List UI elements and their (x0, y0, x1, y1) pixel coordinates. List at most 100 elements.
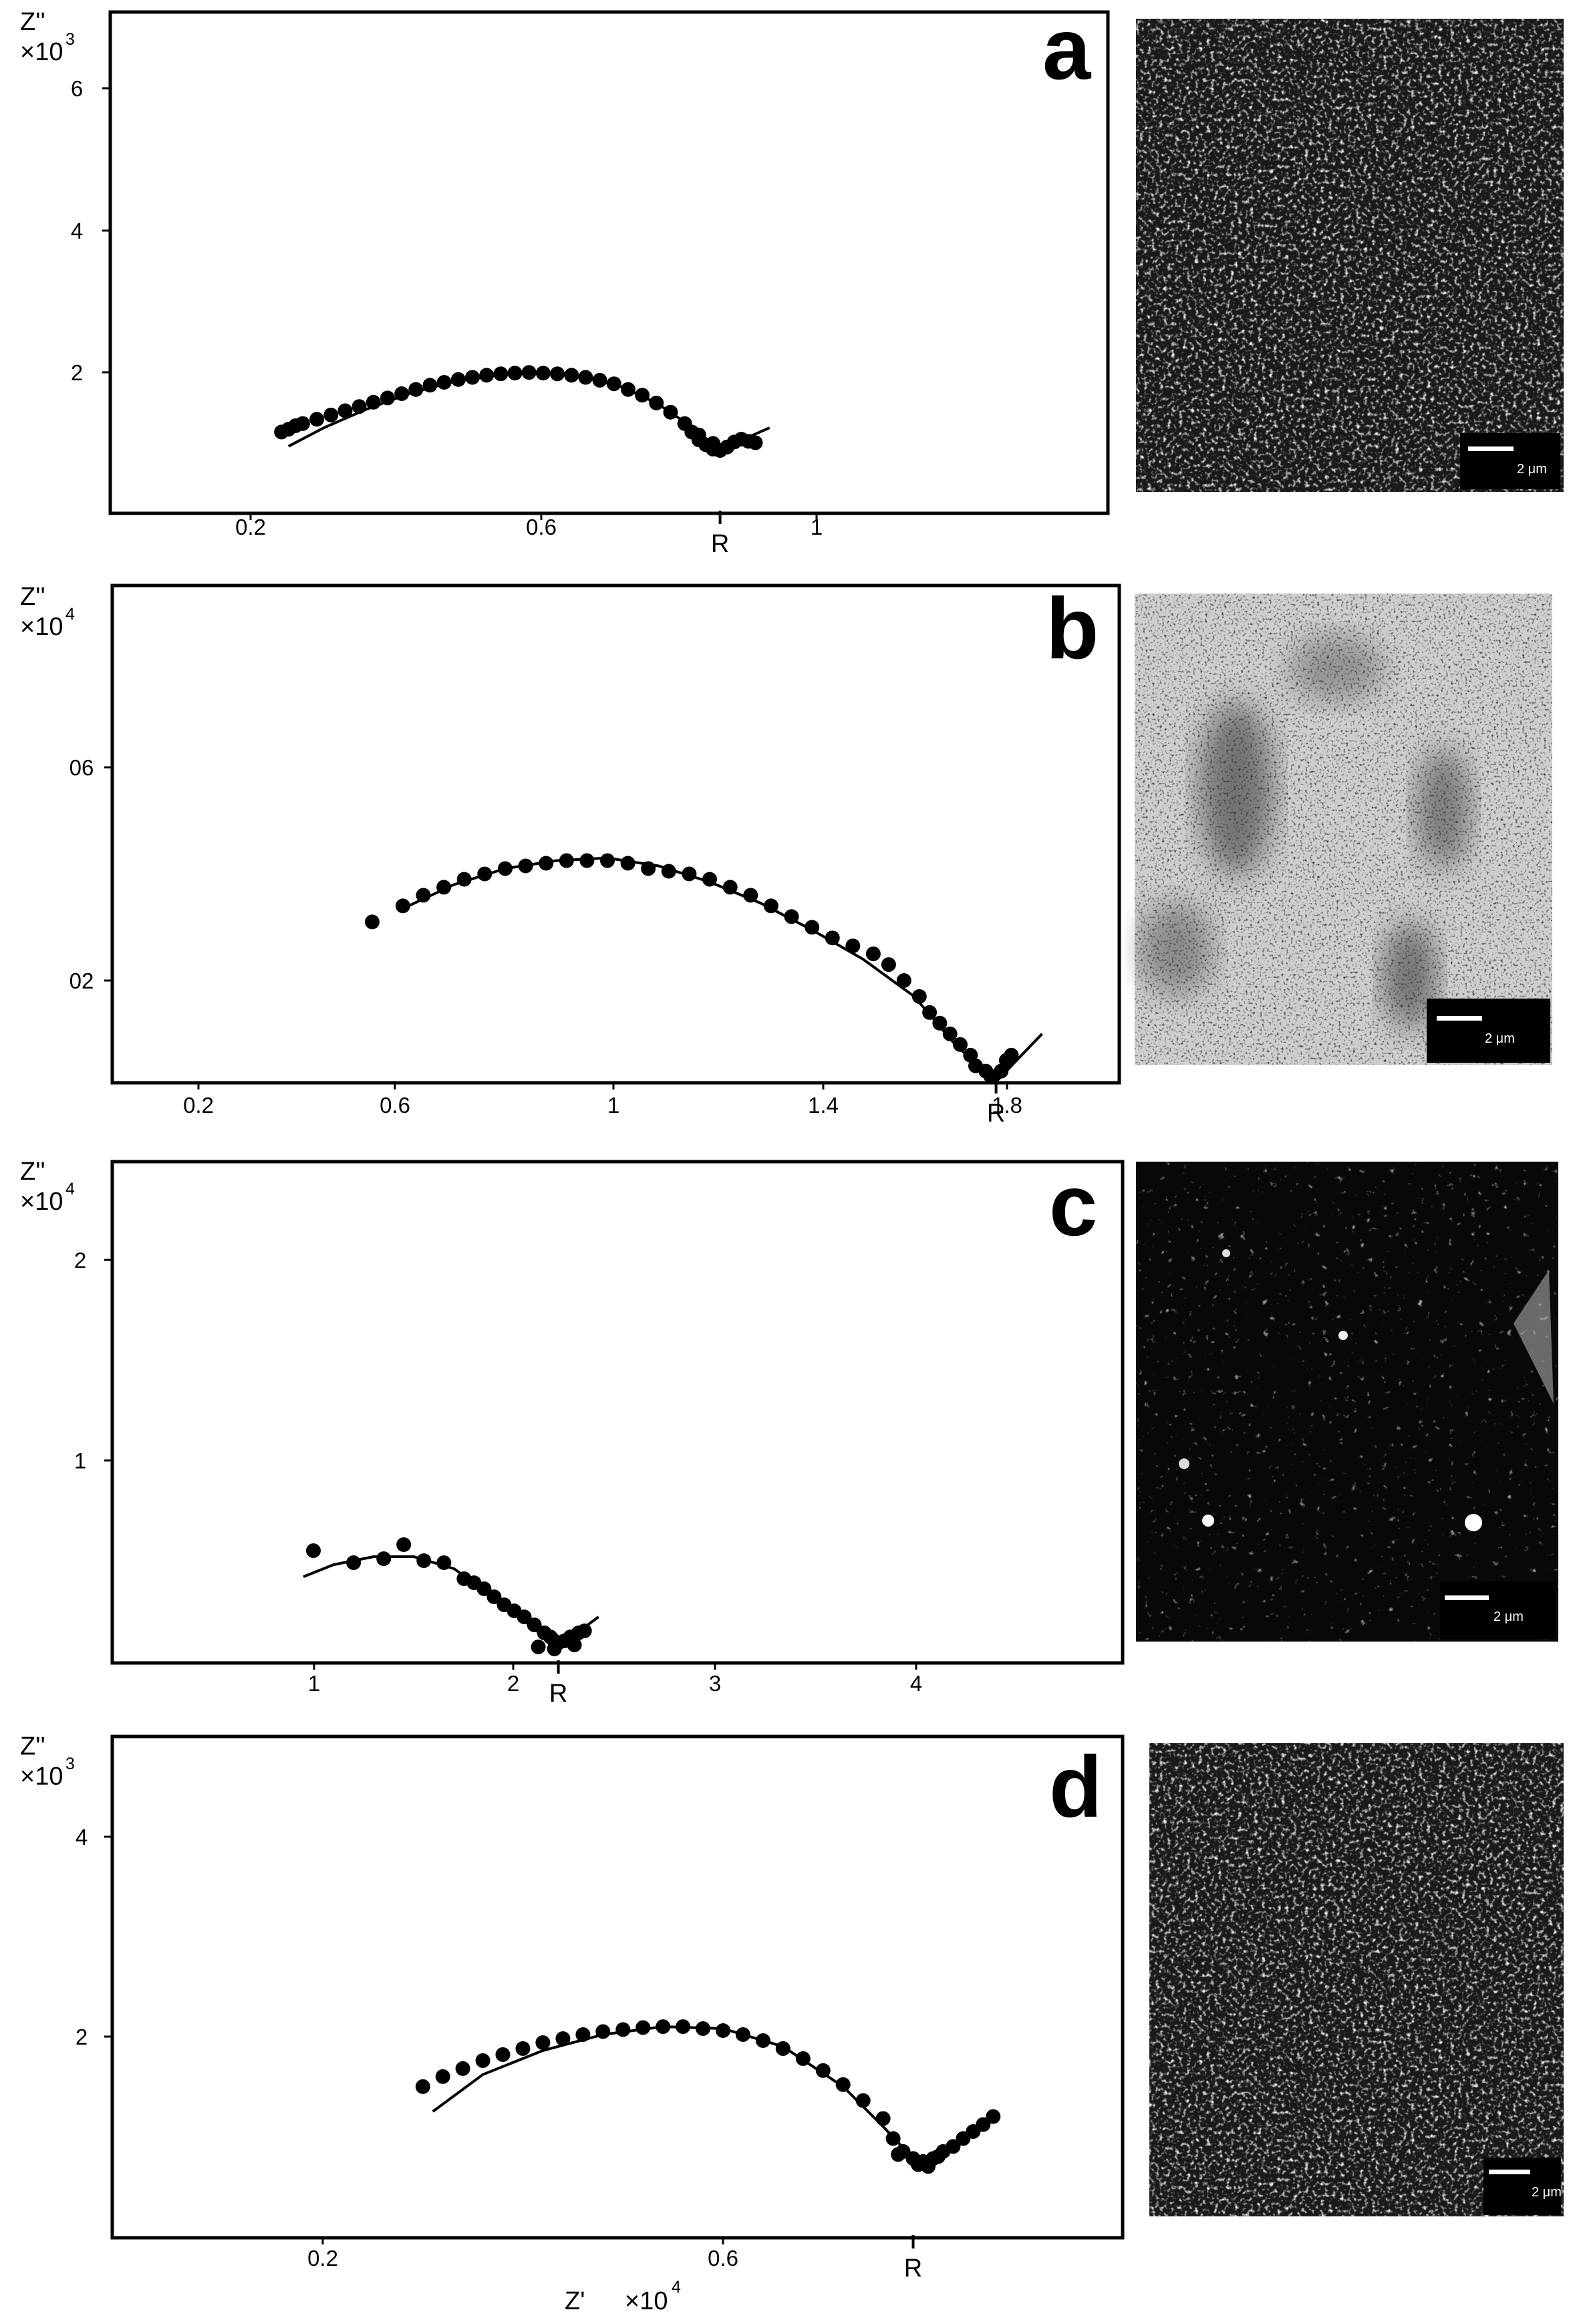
panel-d: 240.2 0.6Z''×10 3 dZ' ×10 4R (20, 1732, 1125, 2315)
y-axis-multiplier: ×10 (20, 38, 63, 66)
data-point (366, 394, 381, 410)
x-tick-label: 0.2 (183, 1093, 214, 1118)
y-axis-exponent: 3 (65, 1755, 75, 1773)
data-point (527, 1618, 542, 1632)
panel-c: 121 2 3 4Z''×10 4 cR (20, 1156, 1125, 1708)
x-axis-multiplier: ×10 (625, 2287, 668, 2315)
data-point (815, 2063, 831, 2078)
data-point (436, 375, 452, 390)
data-point (661, 864, 676, 879)
data-point (656, 2019, 671, 2035)
y-axis-label: Z'' (20, 1158, 45, 1186)
x-axis-label: Z' (565, 2287, 585, 2315)
scale-bar-d: 2 μm (1483, 2158, 1562, 2215)
y-axis-exponent: 4 (65, 605, 75, 624)
data-point (865, 946, 881, 962)
data-point (635, 2020, 651, 2035)
panel-a: 2 4 6 0.2 0.6 1 Z''×10 3 a R (20, 0, 1110, 558)
data-point (422, 378, 438, 393)
data-point (784, 909, 799, 924)
data-point (702, 872, 717, 887)
data-point (606, 376, 621, 392)
x-tick-label: 1 (308, 1671, 320, 1696)
data-point (932, 1015, 948, 1031)
data-point (615, 2022, 631, 2037)
x-tick-label: 1 (607, 1093, 619, 1118)
y-axis-label: Z'' (20, 1732, 45, 1761)
data-point (578, 370, 593, 385)
data-point (743, 888, 758, 903)
x-tick-label: 0.6 (380, 1093, 410, 1118)
data-point (394, 386, 410, 401)
data-point (346, 1555, 362, 1570)
data-point (896, 973, 911, 988)
data-point (676, 2019, 691, 2035)
data-point (408, 382, 424, 397)
data-point (696, 2021, 710, 2036)
x-tick-label: 4 (910, 1671, 922, 1696)
data-point (531, 1640, 546, 1654)
micrograph-a: 2 μm (1136, 19, 1564, 492)
data-point (891, 2147, 906, 2162)
panel-label: b (1046, 579, 1099, 677)
svg-text:2 μm: 2 μm (1493, 1609, 1524, 1624)
y-tick-label: 2 (71, 360, 83, 385)
scale-bar-a: 2 μm (1460, 433, 1560, 489)
data-point (716, 2023, 730, 2038)
data-point (775, 2041, 791, 2056)
y-tick-label: 4 (71, 219, 83, 243)
data-point (682, 866, 697, 882)
data-point (337, 403, 353, 418)
data-point (416, 1553, 432, 1568)
fit-curve (402, 856, 1043, 1083)
data-point (295, 416, 310, 431)
data-point (942, 1026, 958, 1041)
x-axis-exponent: 4 (672, 2278, 681, 2297)
data-point (559, 853, 574, 868)
y-axis-exponent: 3 (65, 30, 75, 49)
data-point (435, 2069, 450, 2084)
data-point (515, 2041, 531, 2056)
data-point (835, 2077, 851, 2092)
r-marker-label: R (987, 1100, 1005, 1128)
data-point (450, 372, 466, 387)
data-point (592, 372, 607, 388)
data-point (748, 435, 763, 450)
data-point (436, 1555, 452, 1570)
data-point (922, 1005, 938, 1020)
data-point (415, 2079, 430, 2094)
data-point (755, 2033, 770, 2048)
data-point (1004, 1047, 1019, 1063)
data-point (365, 914, 380, 930)
data-point (535, 2035, 551, 2050)
y-axis-exponent: 4 (65, 1180, 75, 1198)
data-point (795, 2051, 811, 2066)
data-point (805, 920, 820, 935)
data-point (567, 1638, 582, 1652)
data-point (885, 2131, 901, 2146)
data-point (691, 427, 706, 442)
panel-label: a (1042, 0, 1092, 98)
data-point (564, 368, 579, 383)
y-tick-label: 4 (76, 1825, 88, 1849)
y-axis-label: Z'' (20, 583, 45, 611)
data-point (416, 888, 431, 903)
data-point (475, 2053, 490, 2068)
data-point (495, 2047, 511, 2062)
data-point (476, 1581, 492, 1596)
data-point (635, 388, 650, 403)
data-point (555, 2031, 571, 2046)
panel-label: c (1049, 1156, 1097, 1254)
x-tick-label: 1 (811, 515, 823, 539)
x-tick-label: 0.6 (708, 2246, 738, 2271)
y-axis-multiplier: ×10 (20, 613, 63, 641)
y-axis-label: Z'' (20, 8, 45, 36)
data-point (663, 404, 678, 420)
x-tick-label: 1.8 (992, 1093, 1022, 1118)
x-tick-label: 3 (709, 1671, 721, 1696)
data-point (575, 2027, 591, 2042)
panel-b: 02 06 0.2 0.6 1 1.4 1.8 Z''×10 4 b R (20, 579, 1121, 1128)
data-point (986, 2109, 1001, 2124)
data-point (479, 368, 494, 383)
